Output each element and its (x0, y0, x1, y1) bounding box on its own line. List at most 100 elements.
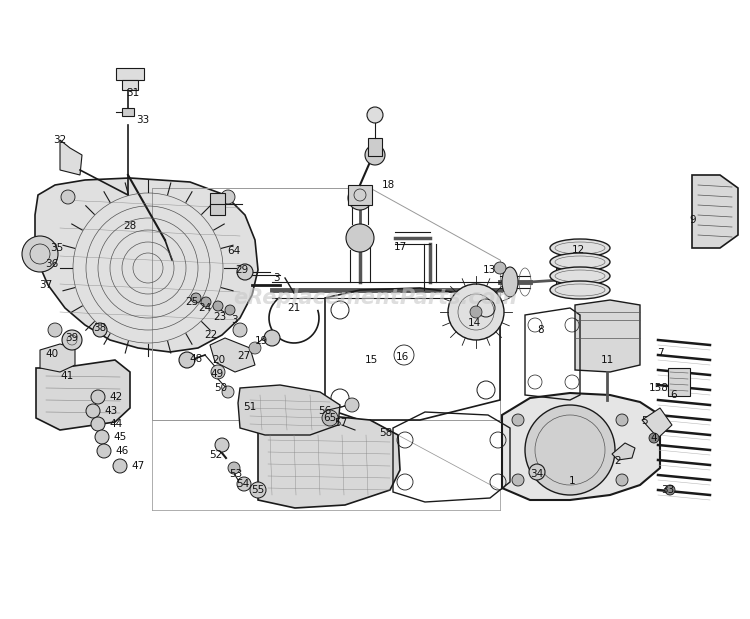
Text: 29: 29 (236, 265, 248, 275)
Ellipse shape (550, 267, 610, 285)
Text: 16: 16 (395, 352, 409, 362)
Text: 7: 7 (657, 348, 663, 358)
Circle shape (221, 190, 235, 204)
Text: 46: 46 (116, 446, 129, 456)
Circle shape (367, 107, 383, 123)
Text: 31: 31 (126, 88, 140, 98)
Polygon shape (60, 140, 82, 175)
Polygon shape (210, 338, 255, 372)
Bar (668, 368, 690, 396)
Text: 65: 65 (323, 413, 337, 423)
Circle shape (91, 417, 105, 431)
Polygon shape (35, 178, 258, 352)
Text: 6: 6 (670, 390, 677, 400)
Text: 49: 49 (210, 369, 224, 379)
Text: 58: 58 (380, 428, 393, 438)
Text: 28: 28 (123, 221, 136, 231)
Text: 50: 50 (214, 383, 227, 393)
Text: 20: 20 (212, 355, 226, 365)
Polygon shape (642, 408, 672, 438)
Text: 37: 37 (39, 280, 53, 290)
Text: 41: 41 (60, 371, 74, 381)
Polygon shape (36, 360, 130, 430)
Ellipse shape (550, 281, 610, 299)
Text: 45: 45 (113, 432, 127, 442)
Text: 3: 3 (231, 315, 237, 325)
Text: 39: 39 (65, 333, 79, 343)
Text: 12: 12 (572, 245, 585, 255)
Circle shape (179, 352, 195, 368)
Circle shape (113, 459, 127, 473)
Circle shape (237, 264, 253, 280)
Text: 35: 35 (50, 243, 64, 253)
Ellipse shape (502, 267, 518, 297)
Circle shape (86, 404, 100, 418)
Circle shape (322, 410, 338, 426)
Circle shape (228, 462, 240, 474)
Circle shape (213, 301, 223, 311)
Circle shape (494, 262, 506, 274)
Text: 15: 15 (364, 355, 377, 365)
Polygon shape (502, 393, 660, 500)
Circle shape (264, 330, 280, 346)
Text: 43: 43 (104, 406, 118, 416)
Circle shape (470, 306, 482, 318)
Text: 53: 53 (230, 469, 243, 479)
Text: 13: 13 (482, 265, 496, 275)
Circle shape (616, 414, 628, 426)
Text: 33: 33 (662, 485, 675, 495)
Circle shape (512, 414, 524, 426)
Text: 42: 42 (110, 392, 123, 402)
Bar (556, 268, 578, 294)
Text: 27: 27 (237, 351, 250, 361)
Circle shape (191, 293, 201, 303)
Circle shape (525, 405, 615, 495)
Circle shape (61, 190, 75, 204)
Circle shape (93, 323, 107, 337)
Bar (348, 185, 372, 205)
Text: 158: 158 (649, 383, 669, 393)
Text: 38: 38 (93, 323, 106, 333)
Text: 5: 5 (642, 416, 648, 426)
Circle shape (249, 342, 261, 354)
Text: 1: 1 (568, 476, 575, 486)
Circle shape (22, 236, 58, 272)
Text: 36: 36 (45, 259, 58, 269)
Text: 23: 23 (213, 312, 226, 322)
Text: 57: 57 (334, 418, 347, 428)
Text: 25: 25 (185, 297, 199, 307)
Polygon shape (258, 415, 400, 508)
Circle shape (233, 323, 247, 337)
Circle shape (529, 464, 545, 480)
Circle shape (346, 224, 374, 252)
Text: 11: 11 (600, 355, 613, 365)
Text: 54: 54 (236, 479, 250, 489)
Circle shape (665, 485, 675, 495)
Polygon shape (238, 385, 340, 435)
Text: 52: 52 (209, 450, 223, 460)
Bar (116, 68, 144, 80)
Circle shape (215, 438, 229, 452)
Bar (122, 80, 138, 90)
Circle shape (365, 145, 385, 165)
Text: 44: 44 (110, 419, 123, 429)
Circle shape (225, 305, 235, 315)
Polygon shape (692, 175, 738, 248)
Polygon shape (612, 443, 635, 460)
Text: 18: 18 (381, 180, 394, 190)
Text: 55: 55 (251, 485, 265, 495)
Bar (122, 108, 134, 116)
Text: 33: 33 (136, 115, 149, 125)
Text: 56: 56 (318, 406, 332, 416)
Polygon shape (575, 300, 640, 372)
Text: 3: 3 (273, 273, 279, 283)
Text: 22: 22 (204, 330, 218, 340)
Polygon shape (40, 344, 75, 372)
Circle shape (48, 323, 62, 337)
Circle shape (448, 284, 504, 340)
Circle shape (211, 365, 225, 379)
Circle shape (201, 297, 211, 307)
Text: 9: 9 (690, 215, 696, 225)
Circle shape (237, 477, 251, 491)
Text: 47: 47 (131, 461, 145, 471)
